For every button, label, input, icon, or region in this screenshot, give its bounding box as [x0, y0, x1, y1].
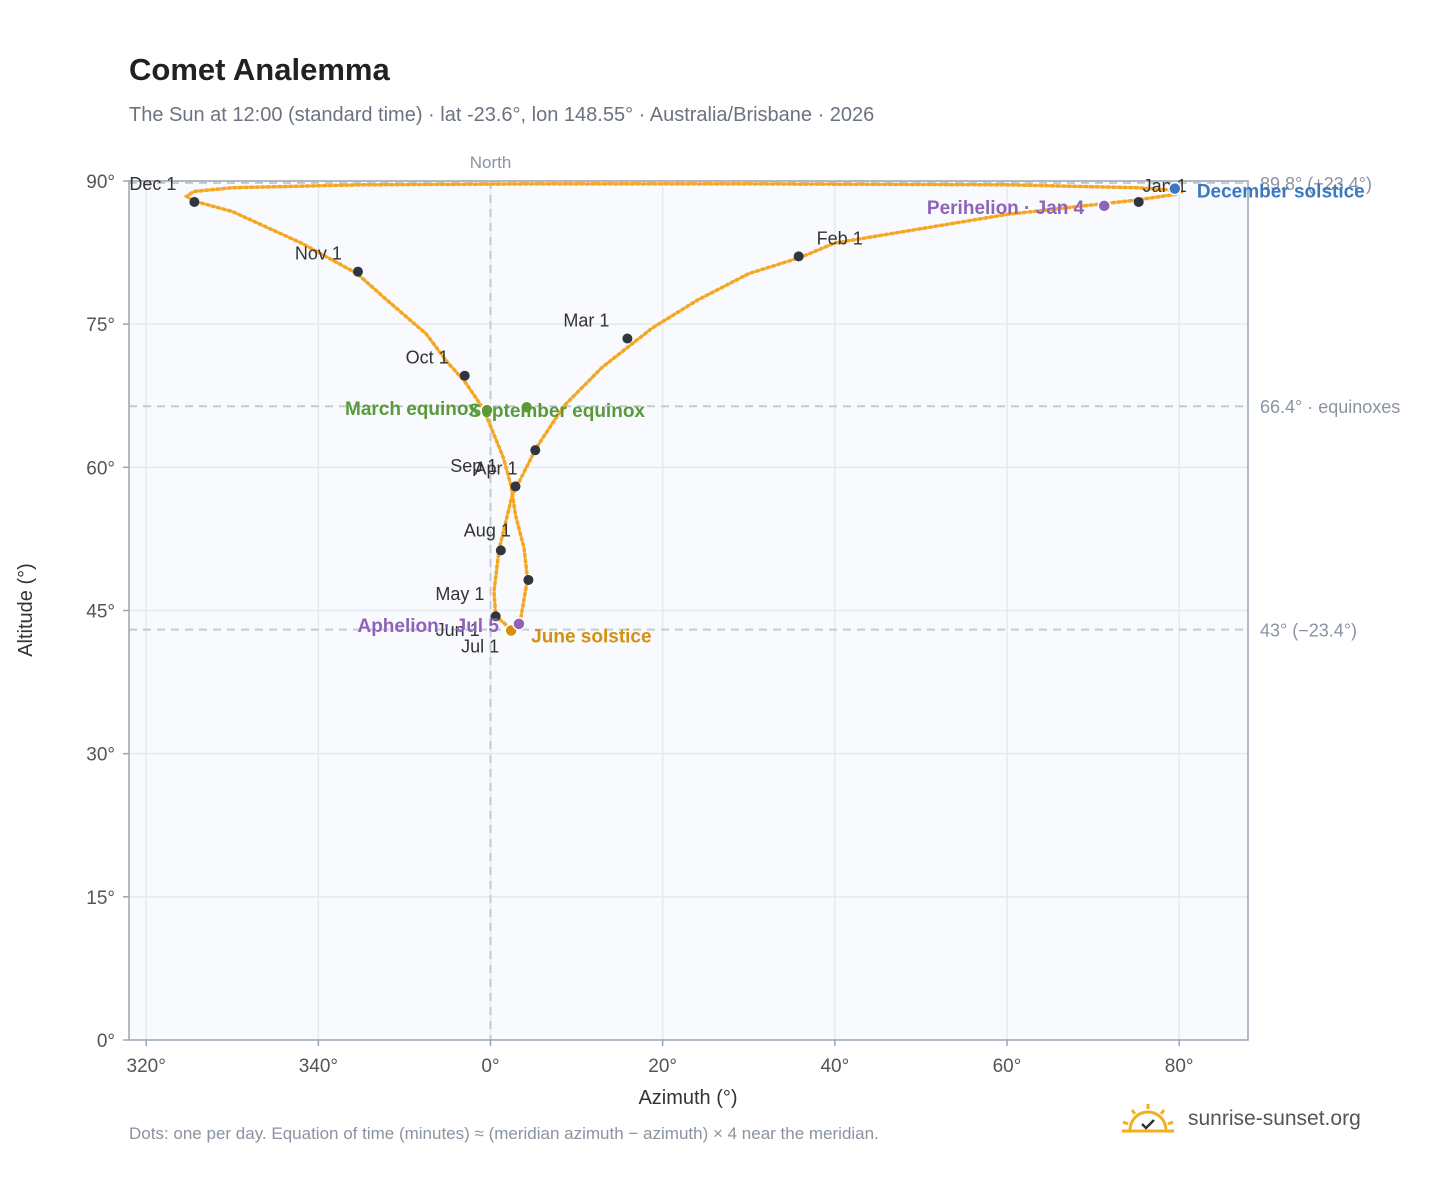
month-marker: [189, 196, 200, 207]
month-marker: [352, 266, 363, 277]
event-label: June solstice: [531, 627, 651, 648]
event-label: Perihelion · Jan 4: [927, 198, 1085, 219]
analemma-curve: [183, 182, 1186, 633]
month-marker-label: Apr 1: [474, 458, 517, 478]
x-tick-label: 60°: [993, 1056, 1022, 1077]
month-marker: [523, 574, 534, 585]
month-marker-label: Mar 1: [563, 310, 609, 330]
month-marker-label: Sep 1: [450, 456, 497, 476]
month-marker-label: Aug 1: [464, 520, 511, 540]
month-marker: [530, 445, 541, 456]
x-tick-label: 80°: [1165, 1056, 1194, 1077]
y-tick-label: 60°: [86, 458, 115, 479]
x-tick-label: 0°: [481, 1056, 499, 1077]
reference-line-label: 43° (−23.4°): [1260, 621, 1357, 641]
month-marker-label: May 1: [435, 584, 484, 604]
event-marker: [1097, 199, 1112, 213]
x-tick-label: 20°: [648, 1056, 677, 1077]
reference-lines: 89.8° (+23.4°) 66.4° · equinoxes 43° (−23.…: [129, 153, 1400, 1040]
y-axis-ticks: 0° 15° 30° 45° 60° 75° 90°: [86, 172, 129, 1052]
grid: [129, 180, 1248, 1041]
event-marker: [480, 403, 494, 417]
month-marker: [495, 545, 506, 556]
sun-logo-icon: [1122, 1104, 1174, 1133]
month-marker-label: Jul 1: [461, 637, 499, 657]
month-marker-label: Dec 1: [129, 174, 176, 194]
y-tick-label: 15°: [86, 888, 115, 909]
month-marker: [510, 481, 521, 492]
y-tick-label: 30°: [86, 745, 115, 766]
x-tick-label: 320°: [127, 1056, 166, 1077]
brand-name: sunrise-sunset.org: [1188, 1107, 1361, 1130]
event-marker: [1168, 181, 1182, 196]
event-label: December solstice: [1197, 182, 1365, 203]
analemma-path: [183, 182, 1186, 633]
month-marker-label: Nov 1: [295, 244, 342, 264]
y-tick-label: 0°: [97, 1031, 115, 1052]
y-tick-label: 45°: [86, 602, 115, 623]
y-tick-label: 90°: [86, 172, 115, 193]
month-marker: [459, 370, 470, 381]
month-marker: [1133, 196, 1144, 207]
event-label: September equinox: [469, 401, 646, 422]
month-marker-label: Jun 1: [436, 620, 480, 640]
event-marker: [512, 617, 526, 631]
event-label: Aphelion · Jul 5: [357, 616, 499, 637]
event-marker: [519, 400, 534, 414]
chart-subtitle: The Sun at 12:00 (standard time) · lat -…: [129, 104, 875, 126]
event-label: March equinox: [345, 399, 480, 420]
y-tick-label: 75°: [86, 315, 115, 336]
month-marker: [490, 611, 501, 622]
meridian-label: North: [470, 153, 512, 172]
x-axis-ticks: 320° 340° 0° 20° 40° 60° 80°: [127, 1040, 1194, 1077]
month-marker: [793, 251, 804, 262]
x-tick-label: 40°: [820, 1056, 849, 1077]
brand[interactable]: sunrise-sunset.org: [1120, 1102, 1361, 1136]
y-axis-label: Altitude (°): [15, 563, 37, 657]
month-marker-label: Feb 1: [817, 228, 863, 248]
month-marker: [622, 333, 633, 344]
x-axis-label: Azimuth (°): [638, 1087, 737, 1109]
x-tick-label: 340°: [299, 1056, 338, 1077]
footer-note: Dots: one per day. Equation of time (min…: [129, 1124, 879, 1143]
month-marker-label: Oct 1: [406, 348, 449, 368]
reference-line-label: 66.4° · equinoxes: [1260, 397, 1400, 417]
chart-title: Comet Analemma: [129, 52, 390, 87]
reference-line-label: 89.8° (+23.4°): [1260, 174, 1372, 194]
